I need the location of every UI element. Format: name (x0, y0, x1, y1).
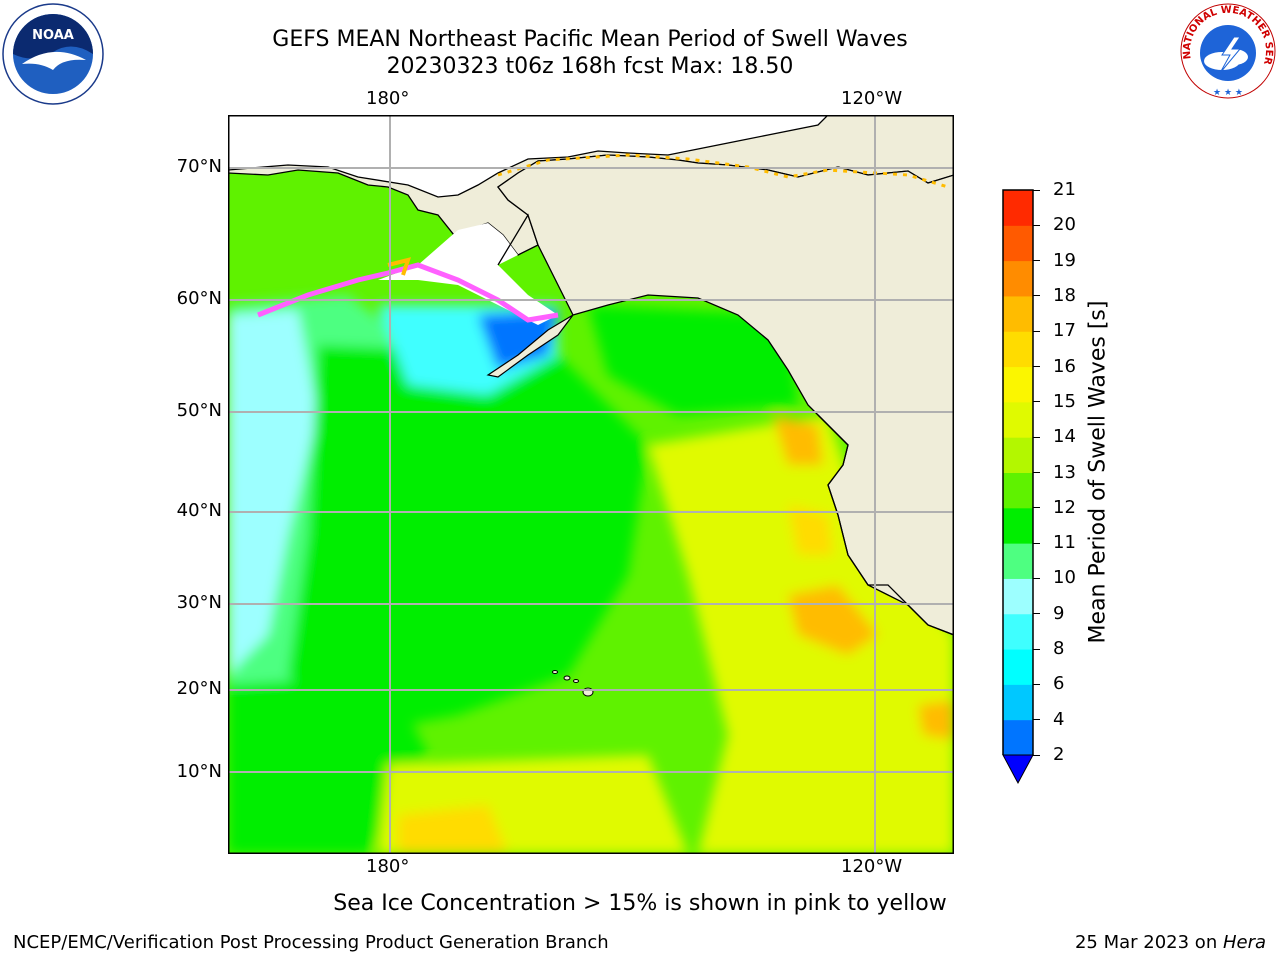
colorbar-tick-label: 21 (1053, 179, 1076, 200)
colorbar-tick-mark (1033, 224, 1040, 226)
noaa-logo-text: NOAA (32, 28, 74, 43)
colorbar-tick-mark (1033, 754, 1040, 756)
lon-bottom-label: 180° (366, 856, 410, 877)
colorbar-segment (1003, 331, 1033, 368)
colorbar-tick-label: 10 (1053, 567, 1076, 589)
colorbar-tick-mark (1033, 719, 1040, 721)
colorbar-segment (1003, 543, 1033, 579)
colorbar-segment (1003, 260, 1033, 297)
colorbar-tick-mark (1033, 366, 1040, 368)
graticule (228, 115, 954, 854)
chart-subtitle: 20230323 t06z 168h fcst Max: 18.50 (386, 54, 794, 79)
colorbar-segment (1003, 225, 1033, 262)
lat-label: 10°N (176, 761, 222, 782)
colorbar-segment (1003, 401, 1033, 438)
lat-label: 70°N (176, 156, 222, 177)
sea-ice-note: Sea Ice Concentration > 15% is shown in … (333, 891, 947, 916)
colorbar-tick-mark (1033, 189, 1040, 191)
colorbar-tick-label: 6 (1053, 673, 1065, 695)
colorbar-tick-mark (1033, 436, 1040, 438)
lat-label: 50°N (176, 400, 222, 421)
colorbar-tick-label: 13 (1053, 461, 1076, 483)
colorbar-tick-label: 18 (1053, 284, 1076, 306)
footer-host: Hera (1222, 932, 1266, 953)
nws-logo: NATIONAL WEATHER SERVICE ★ ★ ★ (1178, 1, 1276, 99)
colorbar-tick-mark (1033, 683, 1040, 685)
colorbar-segment (1003, 507, 1033, 544)
colorbar-segment (1003, 472, 1033, 509)
colorbar-segment (1003, 684, 1033, 721)
footer-date-text: 25 Mar 2023 on (1074, 932, 1223, 953)
colorbar-tick-mark (1033, 648, 1040, 650)
svg-text:★ ★ ★: ★ ★ ★ (1213, 88, 1243, 98)
colorbar-segment (1003, 437, 1033, 473)
colorbar-tick-mark (1033, 472, 1040, 473)
colorbar-segment (1003, 649, 1033, 685)
colorbar-label: Mean Period of Swell Waves [s] (1085, 300, 1111, 644)
colorbar-extend-arrow (1002, 754, 1034, 785)
colorbar-segment (1003, 719, 1033, 756)
colorbar-tick-label: 20 (1053, 214, 1076, 236)
footer-date: 25 Mar 2023 on Hera (1075, 932, 1266, 953)
colorbar-tick-mark (1033, 577, 1040, 579)
colorbar-tick-label: 2 (1053, 744, 1065, 765)
colorbar-tick-label: 19 (1053, 249, 1076, 271)
colorbar-tick-label: 11 (1053, 532, 1076, 554)
colorbar-segment (1003, 366, 1033, 403)
chart-title: GEFS MEAN Northeast Pacific Mean Period … (272, 27, 908, 52)
noaa-logo: NOAA (2, 3, 104, 105)
colorbar-tick-mark (1033, 295, 1040, 297)
colorbar-tick-label: 14 (1053, 426, 1076, 448)
colorbar-tick-mark (1033, 330, 1040, 332)
colorbar-tick-label: 16 (1053, 355, 1076, 377)
colorbar-tick-mark (1033, 542, 1040, 544)
colorbar-segment (1003, 190, 1033, 226)
colorbar-tick-label: 15 (1053, 390, 1076, 412)
lat-label: 30°N (176, 592, 222, 613)
lat-label: 60°N (176, 288, 222, 309)
colorbar-tick-label: 12 (1053, 496, 1076, 518)
colorbar-tick-label: 9 (1053, 602, 1065, 624)
colorbar-segment (1003, 578, 1033, 615)
colorbar-tick-label: 4 (1053, 708, 1065, 730)
colorbar-tick-mark (1033, 613, 1040, 615)
colorbar-tick-mark (1033, 507, 1040, 509)
colorbar-tick-label: 17 (1053, 320, 1076, 342)
lon-top-label: 120°W (841, 88, 903, 109)
lon-bottom-label: 120°W (841, 856, 903, 877)
colorbar (1002, 189, 1034, 785)
lat-label: 20°N (176, 678, 222, 699)
colorbar-tick-mark (1033, 401, 1040, 403)
colorbar-tick-label: 8 (1053, 638, 1065, 660)
colorbar-tick-mark (1033, 260, 1040, 262)
lat-label: 40°N (176, 500, 222, 521)
lon-top-label: 180° (366, 88, 410, 109)
colorbar-segment (1003, 295, 1033, 332)
colorbar-segment (1003, 613, 1033, 650)
footer-credit: NCEP/EMC/Verification Post Processing Pr… (13, 932, 609, 953)
swell-period-map (228, 115, 954, 854)
